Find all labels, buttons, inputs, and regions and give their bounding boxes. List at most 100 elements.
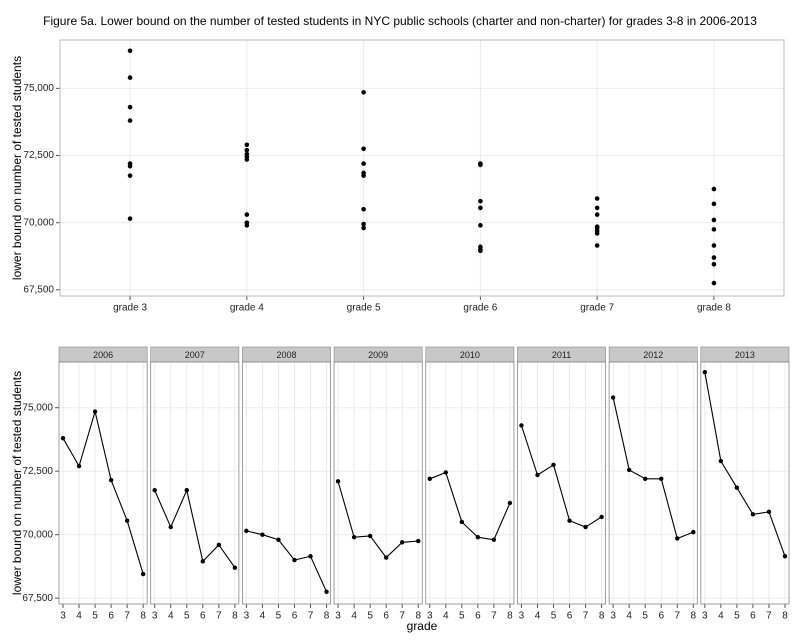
point [583,524,588,530]
x-tick-label: 7 [308,611,314,622]
x-tick-label: grade 7 [580,303,614,314]
point [361,206,366,212]
point [367,533,373,539]
x-tick-label: 7 [766,611,772,622]
y-tick-label: 75,000 [23,83,54,94]
x-tick-label: 5 [184,611,190,622]
point [361,146,366,152]
x-tick-label: 5 [734,611,740,622]
point [551,462,556,468]
point [108,477,114,483]
point [361,170,366,176]
x-tick-label: 4 [443,611,449,622]
line [337,481,419,559]
point [361,221,366,227]
x-tick-label: 5 [276,611,282,622]
point [244,147,250,153]
point [427,476,432,482]
facet-label: 2006 [93,350,113,360]
x-tick-label: 6 [750,611,756,622]
x-tick-label: 6 [383,611,389,622]
plot-border [150,361,240,605]
point [335,479,341,484]
point [127,75,133,80]
point [535,472,540,478]
chart-title: Figure 5a. Lower bound on the number of … [43,14,757,28]
x-tick-label: 5 [551,611,557,622]
x-tick-label: 4 [76,611,82,622]
x-tick-label: 4 [260,611,266,622]
facet-label: 2008 [276,350,296,360]
y-axis-title: lower bound on number of tested students [10,371,24,595]
x-tick-label: 8 [232,611,238,622]
point [782,554,788,559]
plot-border [333,361,423,605]
point [610,395,616,400]
point [244,212,250,217]
point [244,151,250,157]
point [675,536,680,541]
x-tick-label: 6 [292,611,298,622]
y-tick-label: 70,000 [22,529,53,540]
point [140,571,146,577]
x-tick-label: 7 [399,611,405,622]
x-tick-label: 8 [140,611,146,622]
point [361,161,366,166]
point [324,589,329,595]
point [400,540,405,545]
x-tick-label: 3 [702,611,708,622]
line [429,471,511,541]
line [154,488,236,569]
point [443,470,448,475]
x-tick-label: grade 5 [347,303,381,314]
point [152,488,157,493]
x-tick-label: 5 [367,611,373,622]
point [478,244,483,250]
point [594,205,600,211]
x-tick-label: 3 [519,611,525,622]
x-tick-label: 3 [427,611,433,622]
y-tick-label: 67,500 [22,593,53,604]
facet-label: 2009 [368,350,388,360]
point [244,142,250,148]
x-tick-label: 6 [658,611,664,622]
facet-label: 2007 [185,350,205,360]
point [594,196,600,201]
point [168,524,173,530]
point [260,532,265,537]
point [478,161,483,166]
plot-border [241,361,331,605]
x-tick-label: 3 [60,611,66,622]
point [184,488,189,493]
plot-border [59,39,785,297]
x-tick-label: 6 [108,611,114,622]
x-tick-label: 3 [244,611,250,622]
y-tick-label: 70,000 [23,217,54,228]
point [308,554,313,559]
point [734,485,740,490]
y-axis-title: lower bound on number of tested students [10,56,24,280]
x-tick-label: 4 [626,611,632,622]
point [599,514,604,520]
point [200,559,205,564]
point [491,537,497,542]
plot-border [608,361,698,605]
point [711,280,717,286]
point [519,423,524,428]
point [711,186,717,192]
point [60,435,66,441]
x-axis-title: grade [407,619,438,633]
point [416,538,421,544]
point [127,216,133,221]
x-tick-label: 3 [335,611,341,622]
point [478,198,483,204]
point [127,118,133,123]
y-tick-label: 67,500 [23,284,54,295]
plot-border [425,361,515,605]
facet-label: 2010 [460,350,480,360]
x-tick-label: 3 [152,611,158,622]
x-tick-label: 5 [92,611,98,622]
x-tick-label: grade 8 [697,303,731,314]
point [691,529,696,535]
